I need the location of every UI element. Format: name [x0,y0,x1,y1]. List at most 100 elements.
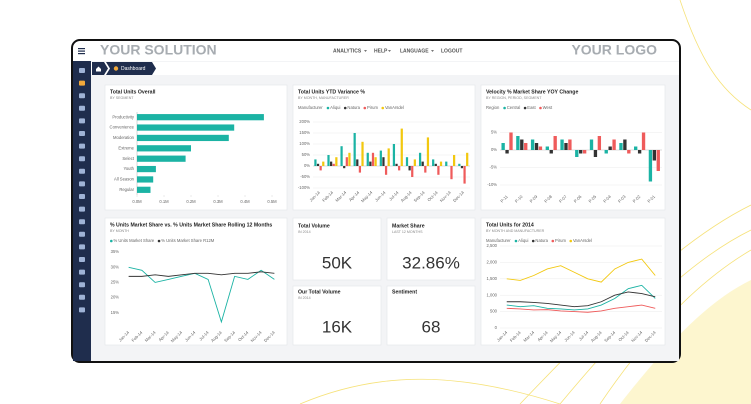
y-tick-label: 1,500 [487,276,498,281]
bar [604,150,608,154]
legend-swatch [110,239,113,243]
kpi-value: 16K [322,317,353,336]
y-tick-label: 2,500 [487,243,498,248]
app-title: YOUR SOLUTION [100,42,217,58]
bar [505,150,509,154]
y-tick-label: Extreme [118,145,134,150]
bar [568,139,572,150]
bar [463,166,466,184]
legend-label: % Units Market Share R12M [161,238,215,243]
bar [413,159,416,166]
dashboard-crumb[interactable] [106,62,156,75]
y-tick-label: Regular [119,187,134,192]
y-tick-label: Youth [123,166,134,171]
kpi-card [292,217,382,281]
bar [369,161,372,166]
bar [384,166,388,175]
y-tick-label: -100% [298,185,310,190]
sidebar-icon [79,231,85,237]
bar [623,139,627,150]
kpi-cards: Total Volume IN 2014 50K Market Share LA… [292,217,476,346]
bar [579,150,583,154]
bar [335,157,338,166]
sidebar-icon [79,294,85,300]
bar [387,148,390,166]
series-line [506,291,656,308]
bar [520,139,524,150]
series-line [506,304,656,313]
hamburger-icon[interactable] [78,48,85,55]
nav-item[interactable]: ANALYTICS [333,48,362,54]
nav-item[interactable]: HELP [374,48,388,54]
chart-title: % Units Market Share vs. % Units Market … [110,222,272,228]
bar [450,166,453,180]
bar [524,143,528,150]
bar [545,146,549,150]
bar [400,128,403,166]
bar [361,141,364,166]
legend-label: Pirum [367,105,378,110]
sidebar-icon [79,244,85,250]
bar [374,157,377,166]
sidebar-icon [79,68,85,73]
legend-swatch [531,239,535,243]
legend-swatch [539,106,542,110]
legend-swatch [514,239,518,243]
home-icon [96,66,101,72]
x-tick-label: P-10 [514,193,524,203]
legend-label: Aliqui [330,105,340,110]
sidebar-icon [79,257,85,262]
bar [316,163,320,166]
legend-title: Manufacturer [486,238,511,243]
y-tick-label: 1,000 [487,292,498,297]
sidebar-icon [79,307,85,313]
legend-title: Manufacturer [298,105,323,110]
bar [530,139,535,150]
bar [452,155,456,166]
legend-label: West [543,105,553,110]
breadcrumb-label: Dashboard [121,66,146,72]
y-tick-label: 200% [299,119,310,124]
bar [549,150,553,154]
legend-label: Pirum [555,238,566,243]
y-tick-label: 500 [490,309,498,314]
legend-label: VanArsdel [385,105,404,110]
bar [424,166,427,173]
y-tick-label: Select [122,156,134,161]
y-tick-label: 150% [299,130,310,135]
bar [432,159,435,166]
bar [564,143,568,150]
kpi-subtitle: LAST 12 MONTHS [392,230,423,234]
nav-item[interactable]: LOGOUT [441,48,462,54]
bar [408,166,411,171]
bar [560,139,564,150]
y-tick-label: 25% [111,280,120,285]
bar [437,166,440,175]
x-tick-label: P-05 [587,193,597,203]
bar [327,155,330,166]
y-tick-label: 0% [491,147,497,152]
x-tick-label: P-03 [617,193,627,203]
bar [501,143,505,150]
chart-subtitle: BY SEGMENT [110,96,134,100]
bar [439,161,443,166]
bar [382,157,385,166]
bar [137,155,186,162]
y-tick-label: Convenience [110,125,135,130]
nav-item[interactable]: LANGUAGE [400,48,429,54]
y-tick-label: All Season [114,177,135,182]
y-tick-label: 100% [299,141,310,146]
bar [460,166,464,169]
bar [509,132,513,150]
y-tick-label: 15% [111,310,120,315]
bar [340,146,343,166]
legend-label: % Units Market Share [114,238,155,243]
legend-swatch [343,106,347,110]
y-tick-label: 30% [111,264,120,269]
bar [656,150,660,171]
bar [619,143,623,150]
bar [582,150,587,154]
y-tick-label: 50% [302,152,311,157]
x-tick-label: P-09 [529,193,539,203]
